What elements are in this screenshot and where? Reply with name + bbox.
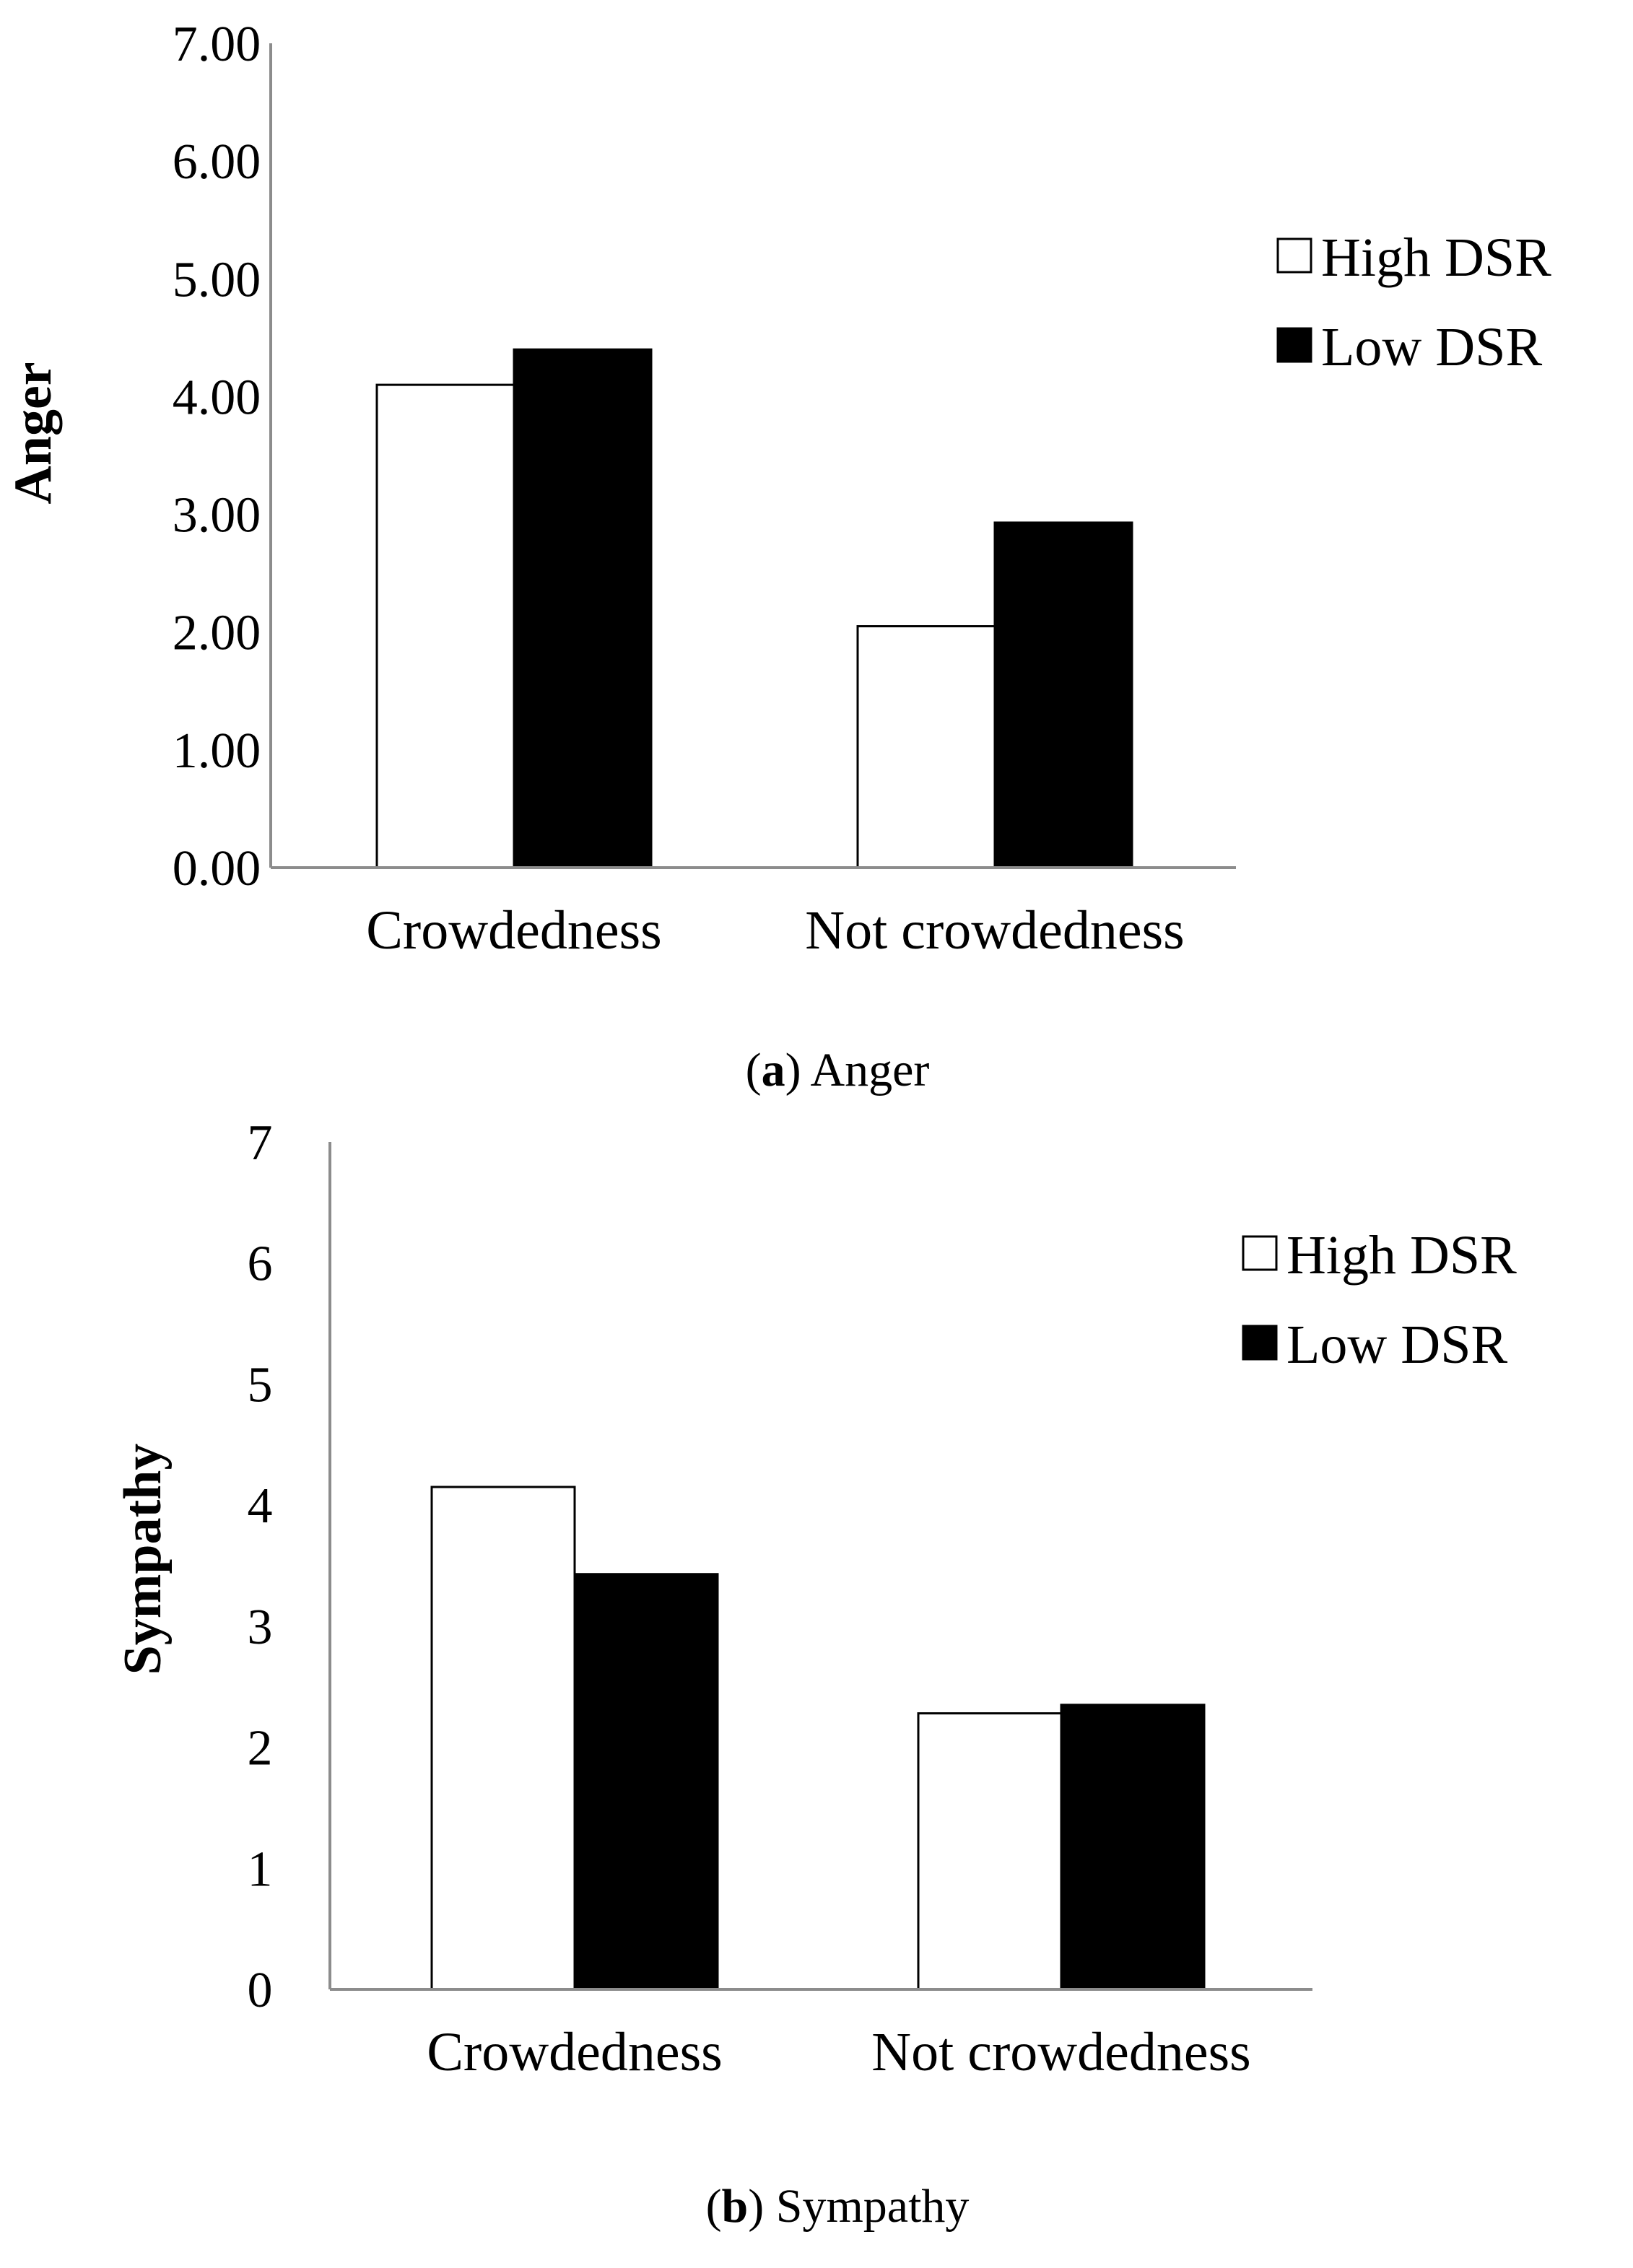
- x-categories-sympathy: Crowdedness Not crowdedness: [427, 2022, 1251, 2082]
- legend-label: High DSR: [1321, 227, 1551, 288]
- x-category-label: Not crowdedness: [805, 900, 1185, 961]
- y-tick-label: 1: [248, 1841, 273, 1897]
- caption-panel-letter-a: a: [762, 1044, 785, 1096]
- legend-label: Low DSR: [1321, 317, 1542, 378]
- y-tick-label: 7: [248, 1115, 273, 1171]
- bar-low-dsr-0: [573, 1573, 719, 1991]
- bar-high-dsr-1: [856, 625, 996, 869]
- y-tick-label: 3: [248, 1600, 273, 1655]
- y-ticks-sympathy: 0 1 2 3 4 5 6 7: [248, 1115, 273, 2018]
- bars-sympathy: [430, 1486, 1206, 1991]
- caption-anger: (a) Anger: [746, 1044, 930, 1096]
- y-tick-label: 0.00: [173, 841, 261, 897]
- x-category-label: Crowdedness: [366, 900, 662, 961]
- bar-low-dsr-0: [513, 348, 653, 869]
- bar-high-dsr-0: [430, 1486, 576, 1991]
- y-tick-label: 3.00: [173, 488, 261, 544]
- caption-sympathy: (b) Sympathy: [706, 2180, 970, 2233]
- legend-label: Low DSR: [1286, 1314, 1507, 1375]
- legend-swatch: [1276, 327, 1312, 363]
- y-axis-label-sympathy: Sympathy: [113, 1444, 173, 1675]
- caption-text-b: Sympathy: [776, 2180, 970, 2233]
- y-axis-label-anger: Anger: [4, 362, 63, 504]
- y-tick-label: 6.00: [173, 134, 261, 190]
- panel-anger: Anger 0.00 1.00 2.00 3.00 4.00 5.00 6.00 7.00 C…: [4, 17, 1551, 1096]
- y-tick-label: 6: [248, 1237, 273, 1292]
- x-category-label: Crowdedness: [427, 2022, 723, 2082]
- legend-swatch: [1276, 237, 1312, 274]
- y-ticks-anger: 0.00 1.00 2.00 3.00 4.00 5.00 6.00 7.00: [173, 17, 261, 897]
- y-tick-label: 5: [248, 1357, 273, 1413]
- legend-swatch: [1242, 1325, 1278, 1361]
- x-category-label: Not crowdedness: [871, 2022, 1251, 2082]
- bars-anger: [375, 348, 1133, 869]
- bar-low-dsr-1: [993, 521, 1133, 869]
- y-tick-label: 1.00: [173, 723, 261, 779]
- bar-high-dsr-1: [917, 1712, 1063, 1991]
- caption-text-a: Anger: [810, 1044, 929, 1096]
- x-categories-anger: Crowdedness Not crowdedness: [366, 900, 1185, 961]
- bar-high-dsr-0: [375, 383, 515, 869]
- panel-sympathy: Sympathy 0 1 2 3 4 5 6 7 Crowdedness Not crowded…: [113, 1115, 1517, 2233]
- y-tick-label: 4.00: [173, 370, 261, 425]
- y-tick-label: 2: [248, 1721, 273, 1776]
- legend-sympathy: High DSR Low DSR: [1242, 1225, 1517, 1375]
- y-tick-label: 4: [248, 1478, 273, 1534]
- y-tick-label: 0: [248, 1963, 273, 2018]
- y-tick-label: 2.00: [173, 606, 261, 661]
- y-tick-label: 7.00: [173, 17, 261, 72]
- legend-anger: High DSR Low DSR: [1276, 227, 1551, 378]
- y-tick-label: 5.00: [173, 252, 261, 308]
- legend-swatch: [1242, 1235, 1278, 1271]
- legend-label: High DSR: [1286, 1225, 1517, 1286]
- caption-panel-letter-b: b: [722, 2180, 749, 2233]
- bar-low-dsr-1: [1060, 1704, 1206, 1991]
